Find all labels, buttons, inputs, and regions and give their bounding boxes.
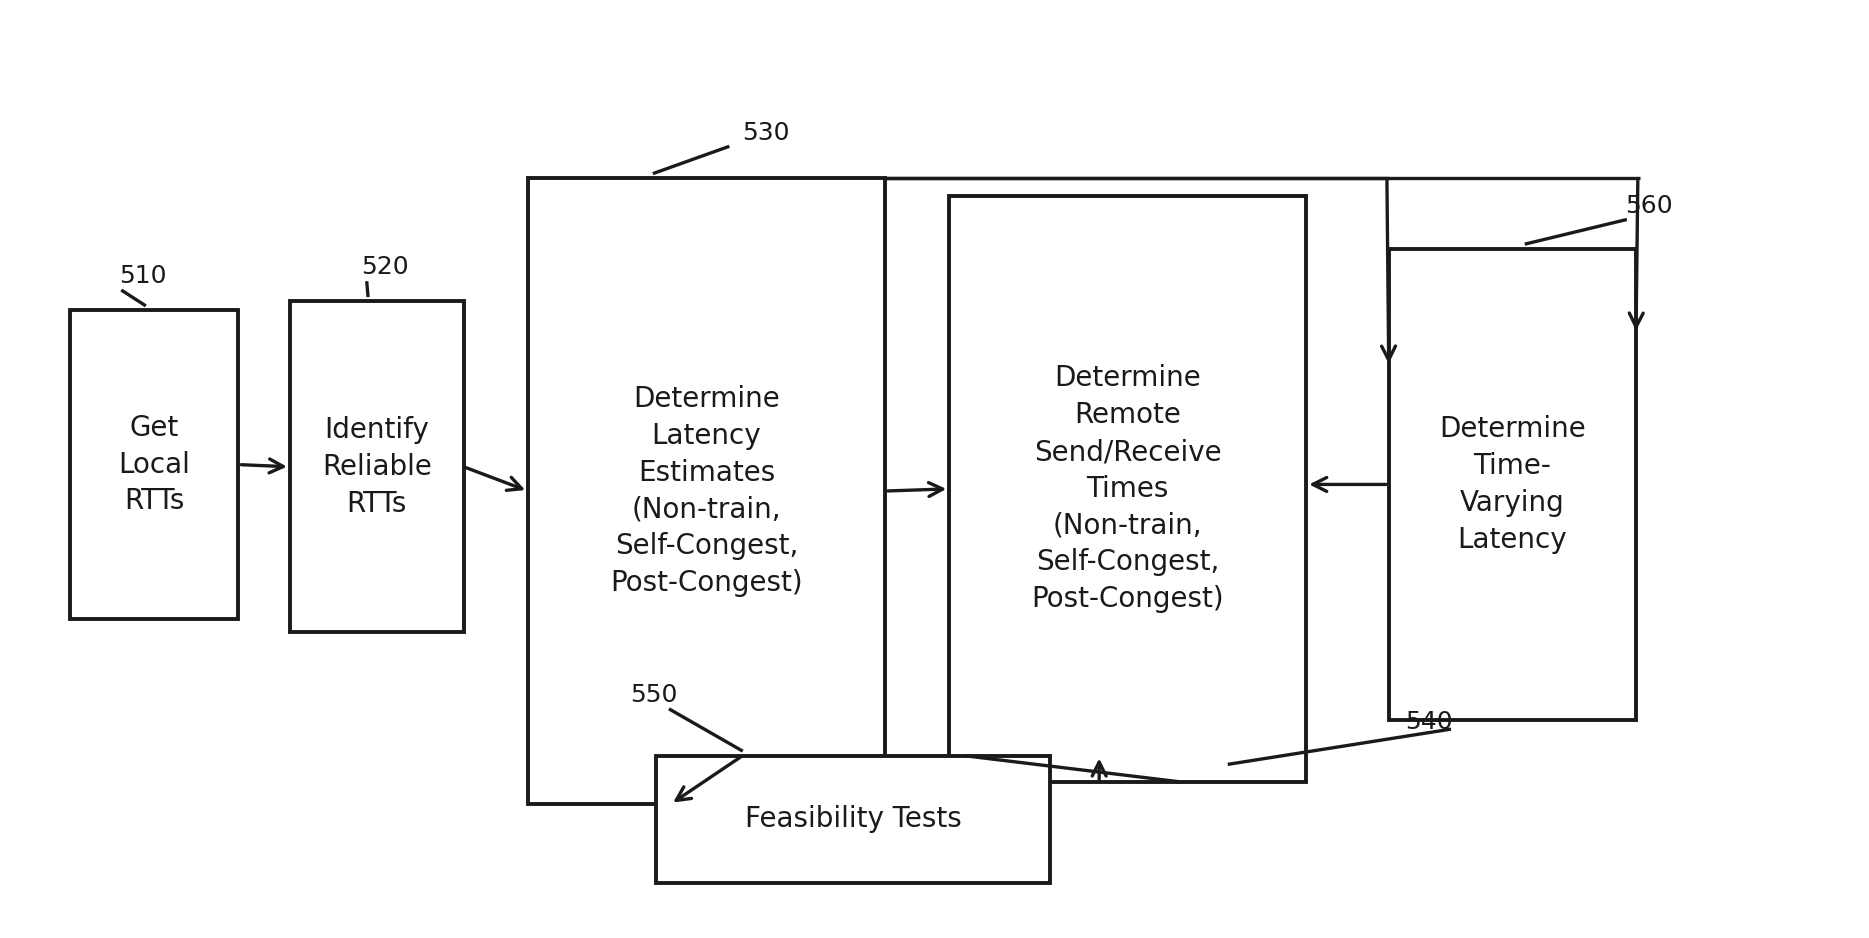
Text: 530: 530 <box>742 120 791 144</box>
Text: Get
Local
RTTs: Get Local RTTs <box>118 414 191 515</box>
Text: Determine
Time-
Varying
Latency: Determine Time- Varying Latency <box>1439 416 1585 553</box>
Text: Identify
Reliable
RTTs: Identify Reliable RTTs <box>321 416 432 518</box>
Text: Feasibility Tests: Feasibility Tests <box>744 806 961 834</box>
Text: 540: 540 <box>1405 709 1452 734</box>
Text: Determine
Latency
Estimates
(Non-train,
Self-Congest,
Post-Congest): Determine Latency Estimates (Non-train, … <box>609 385 804 598</box>
Bar <box>949 196 1306 782</box>
Text: Determine
Remote
Send/Receive
Times
(Non-train,
Self-Congest,
Post-Congest): Determine Remote Send/Receive Times (Non… <box>1032 365 1224 613</box>
Text: 560: 560 <box>1624 194 1673 218</box>
Bar <box>69 310 239 619</box>
Bar <box>527 178 886 804</box>
Bar <box>1389 249 1635 720</box>
Text: 510: 510 <box>120 265 166 288</box>
Text: 520: 520 <box>361 255 409 280</box>
Text: 550: 550 <box>630 683 678 707</box>
Bar <box>290 301 464 632</box>
Bar <box>656 756 1050 884</box>
